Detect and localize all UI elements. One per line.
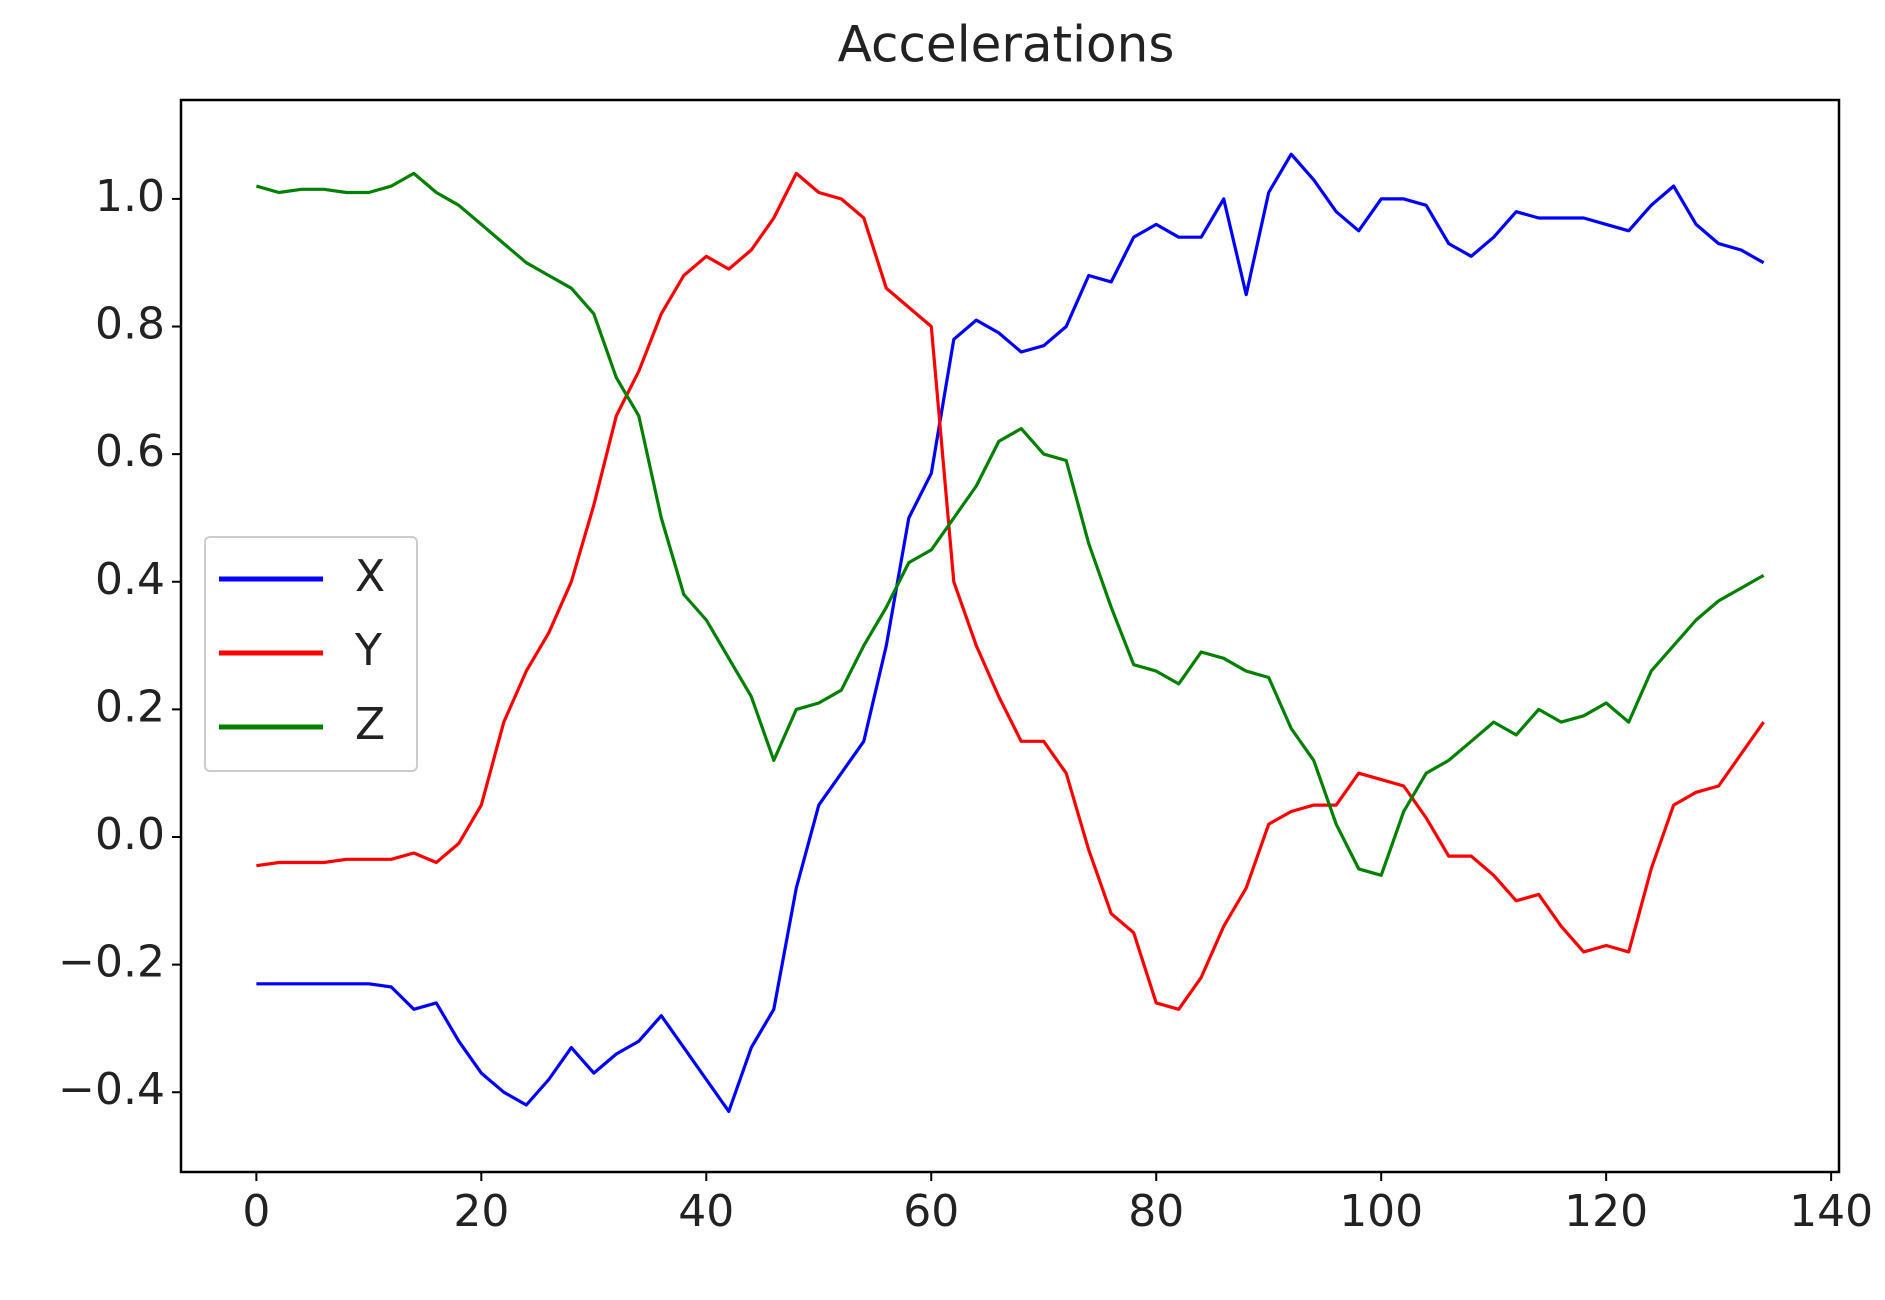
x-tick-label: 0 [242,1186,270,1237]
legend-label: Y [354,625,382,676]
x-tick-label: 80 [1128,1186,1184,1237]
x-tick-label: 60 [903,1186,959,1237]
x-tick-label: 40 [678,1186,734,1237]
x-tick-label: 120 [1564,1186,1648,1237]
y-tick-label: −0.4 [58,1064,165,1115]
x-tick-label: 20 [453,1186,509,1237]
y-tick-label: 0.6 [95,426,165,477]
series-line [255,171,1765,877]
y-tick-label: 0.2 [95,681,165,732]
chart-title: Accelerations [838,16,1175,74]
plot-frame [179,98,1841,1174]
legend-label: Z [355,699,385,750]
y-tick-label: −0.2 [58,937,165,988]
y-tick-label: 0.0 [95,809,165,860]
x-tick-label: 140 [1789,1186,1873,1237]
series-line [256,171,1765,1011]
x-tick-label: 100 [1339,1186,1423,1237]
y-tick-label: 1.0 [95,171,165,222]
series-line [256,152,1765,1113]
y-tick-label: 0.4 [95,554,165,605]
legend-label: X [355,551,385,602]
y-tick-label: 0.8 [95,299,165,350]
